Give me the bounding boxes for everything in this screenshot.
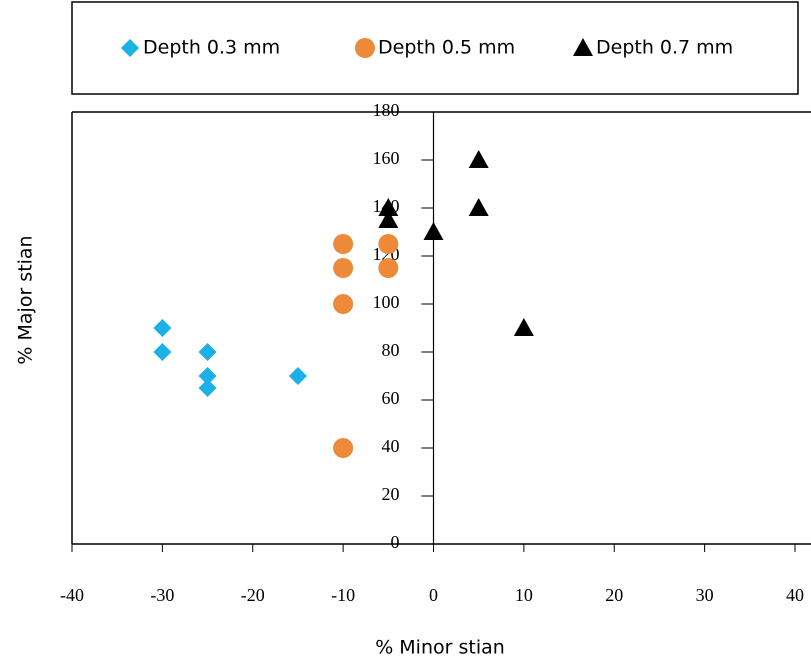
data-point xyxy=(333,438,354,458)
y-axis-title: % Major stian xyxy=(15,235,37,364)
y-tick-label: 80 xyxy=(382,340,400,360)
legend-label: Depth 0.7 mm xyxy=(596,37,733,59)
data-point xyxy=(378,198,399,216)
legend-marker xyxy=(121,39,139,57)
x-tick-label: 30 xyxy=(696,585,714,605)
data-point xyxy=(333,234,354,254)
data-point xyxy=(198,379,217,397)
y-tick-label: 0 xyxy=(391,532,400,552)
x-tick-label: 40 xyxy=(786,585,804,605)
data-point xyxy=(378,210,399,228)
data-point xyxy=(513,318,534,336)
x-tick-label: -10 xyxy=(331,585,355,605)
x-tick-label: -20 xyxy=(241,585,265,605)
data-point xyxy=(378,258,399,278)
data-point xyxy=(153,343,172,361)
legend-label: Depth 0.5 mm xyxy=(378,37,515,59)
data-point xyxy=(198,367,217,385)
x-tick-label: -40 xyxy=(60,585,84,605)
data-point xyxy=(153,319,172,337)
y-tick-label: 40 xyxy=(382,436,400,456)
data-point xyxy=(378,234,399,254)
y-tick-label: 100 xyxy=(373,292,400,312)
data-point xyxy=(333,294,354,314)
data-point xyxy=(468,198,489,216)
legend-label: Depth 0.3 mm xyxy=(143,37,280,59)
x-tick-label: 10 xyxy=(515,585,533,605)
y-tick-label: 160 xyxy=(373,148,400,168)
legend-box xyxy=(71,1,799,95)
legend-marker xyxy=(573,38,593,56)
data-point xyxy=(423,222,444,240)
x-axis-title: % Minor stian xyxy=(375,637,505,659)
x-tick-label: -30 xyxy=(150,585,174,605)
y-tick-label: 60 xyxy=(382,388,400,408)
x-tick-label: 20 xyxy=(605,585,623,605)
legend-marker xyxy=(355,38,375,58)
data-point xyxy=(198,343,217,361)
data-point xyxy=(288,367,307,385)
data-point xyxy=(333,258,354,278)
y-tick-label: 180 xyxy=(373,100,400,120)
y-tick-label: 20 xyxy=(382,484,400,504)
x-tick-label: 0 xyxy=(429,585,438,605)
data-point xyxy=(468,150,489,168)
